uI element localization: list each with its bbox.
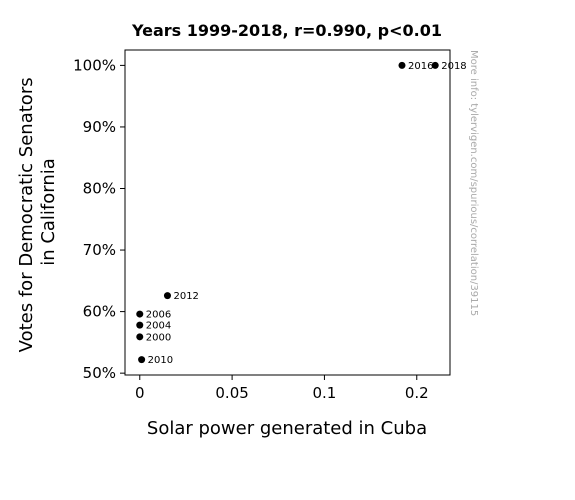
data-point-label: 2004 bbox=[146, 321, 171, 332]
watermark: More info: tylervigen.com/spurious/corre… bbox=[468, 50, 479, 316]
data-point-label: 2016 bbox=[408, 61, 433, 72]
y-axis: 50% 60% 70% 80% 90% 100% bbox=[73, 56, 125, 382]
chart-title: Years 1999-2018, r=0.990, p<0.01 bbox=[131, 21, 442, 40]
data-point bbox=[163, 292, 171, 300]
y-axis-label-line-2: in California bbox=[38, 158, 59, 266]
data-point bbox=[431, 61, 439, 69]
data-point bbox=[136, 333, 144, 341]
y-tick-label: 70% bbox=[83, 241, 116, 259]
x-axis: 0 0.05 0.1 0.2 bbox=[135, 375, 429, 402]
x-tick-label: 0 bbox=[135, 384, 145, 402]
y-tick-label: 60% bbox=[83, 303, 116, 321]
data-point-label: 2018 bbox=[441, 61, 466, 72]
data-point-label: 2010 bbox=[148, 355, 173, 366]
x-tick-label: 0.2 bbox=[405, 384, 429, 402]
data-point-label: 2006 bbox=[146, 310, 171, 321]
data-point-label: 2000 bbox=[146, 332, 171, 343]
y-axis-label-line-1: Votes for Democratic Senators bbox=[16, 77, 37, 352]
y-tick-label: 90% bbox=[83, 118, 116, 136]
x-tick-label: 0.05 bbox=[215, 384, 248, 402]
data-point-label: 2012 bbox=[173, 291, 198, 302]
data-point bbox=[136, 310, 144, 318]
plot-area bbox=[124, 49, 451, 376]
data-point bbox=[136, 321, 144, 329]
y-tick-label: 50% bbox=[83, 364, 116, 382]
x-tick-label: 0.1 bbox=[313, 384, 337, 402]
data-point bbox=[398, 61, 406, 69]
data-point bbox=[138, 356, 146, 364]
y-tick-label: 100% bbox=[73, 56, 116, 74]
y-tick-label: 80% bbox=[83, 179, 116, 197]
x-axis-label: Solar power generated in Cuba bbox=[147, 418, 427, 439]
y-axis-label: Votes for Democratic Senators in Califor… bbox=[16, 72, 59, 353]
